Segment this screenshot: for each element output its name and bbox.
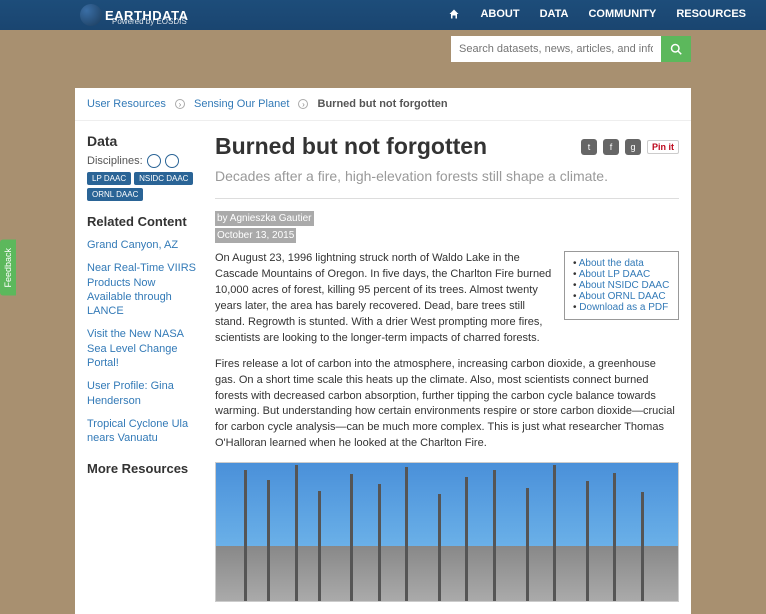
disciplines-row: Disciplines: [87,154,197,168]
discipline-icon[interactable] [147,154,161,168]
share-icons: t f g Pin it [581,139,679,155]
search-input[interactable] [451,36,661,62]
search-bar [451,36,691,62]
breadcrumb-sep-icon: › [175,99,185,109]
paragraph: On August 23, 1996 lightning struck nort… [215,251,552,347]
sidebar-heading-data: Data [87,133,197,149]
top-nav-bar: EARTHDATA Powered by EOSDIS ABOUT DATA C… [0,0,766,30]
tag[interactable]: NSIDC DAAC [134,172,193,185]
breadcrumb-link-2[interactable]: Sensing Our Planet [194,98,289,110]
twitter-icon[interactable]: t [581,139,597,155]
infobox-link[interactable]: Download as a PDF [579,302,668,313]
nav-resources[interactable]: RESOURCES [676,8,746,23]
site-subtitle: Powered by EOSDIS [112,17,187,26]
nav-community[interactable]: COMMUNITY [588,8,656,23]
article: Burned but not forgotten t f g Pin it De… [215,133,679,602]
info-box: About the data About LP DAAC About NSIDC… [564,251,679,320]
article-body: On August 23, 1996 lightning struck nort… [215,251,552,357]
disciplines-label: Disciplines: [87,155,143,167]
sidebar-heading-more: More Resources [87,462,197,477]
infobox-link[interactable]: About NSIDC DAAC [579,280,670,291]
byline-author: by Agnieszka Gautier [215,211,314,226]
search-row [0,30,766,68]
divider [215,198,679,199]
home-icon [448,8,460,20]
nav-about[interactable]: ABOUT [480,8,519,23]
nasa-logo-icon [80,4,102,26]
google-plus-icon[interactable]: g [625,139,641,155]
content-columns: Data Disciplines: LP DAAC NSIDC DAAC ORN… [75,121,691,614]
breadcrumb-current: Burned but not forgotten [318,98,448,110]
discipline-icon[interactable] [165,154,179,168]
article-subtitle: Decades after a fire, high-elevation for… [215,168,679,184]
pinterest-button[interactable]: Pin it [647,140,679,154]
article-body: Fires release a lot of carbon into the a… [215,357,679,453]
related-list: Grand Canyon, AZ Near Real-Time VIIRS Pr… [87,238,197,446]
infobox-link[interactable]: About ORNL DAAC [579,291,666,302]
related-link[interactable]: Visit the New NASA Sea Level Change Port… [87,327,197,370]
title-row: Burned but not forgotten t f g Pin it [215,133,679,160]
infobox-link[interactable]: About the data [579,258,644,269]
facebook-icon[interactable]: f [603,139,619,155]
byline-date: October 13, 2015 [215,228,296,243]
breadcrumb-sep-icon: › [298,99,308,109]
sidebar-heading-related: Related Content [87,215,197,230]
infobox-link[interactable]: About LP DAAC [579,269,651,280]
related-link[interactable]: Near Real-Time VIIRS Products Now Availa… [87,261,197,318]
article-body-row: On August 23, 1996 lightning struck nort… [215,251,679,357]
search-button[interactable] [661,36,691,62]
related-link[interactable]: Grand Canyon, AZ [87,238,197,252]
tag[interactable]: ORNL DAAC [87,188,143,201]
nav-data[interactable]: DATA [540,8,569,23]
breadcrumb-link-1[interactable]: User Resources [87,98,166,110]
paragraph: Fires release a lot of carbon into the a… [215,357,679,453]
breadcrumb: User Resources › Sensing Our Planet › Bu… [75,88,691,121]
search-icon [670,43,682,55]
sidebar: Data Disciplines: LP DAAC NSIDC DAAC ORN… [87,133,197,602]
main-content: User Resources › Sensing Our Planet › Bu… [75,88,691,614]
page-title: Burned but not forgotten [215,133,487,160]
logo[interactable]: EARTHDATA Powered by EOSDIS [75,8,188,23]
related-link[interactable]: Tropical Cyclone Ula nears Vanuatu [87,417,197,446]
nav-home[interactable] [448,8,460,23]
related-link[interactable]: User Profile: Gina Henderson [87,379,197,408]
tag-list: LP DAAC NSIDC DAAC ORNL DAAC [87,172,197,201]
article-image [215,462,679,602]
tag[interactable]: LP DAAC [87,172,131,185]
main-nav: ABOUT DATA COMMUNITY RESOURCES [448,8,746,23]
feedback-tab[interactable]: Feedback [0,240,16,296]
